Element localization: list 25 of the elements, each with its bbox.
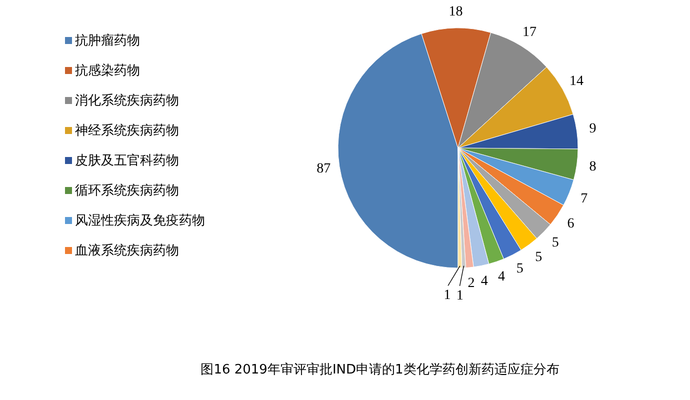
legend-label: 神经系统疾病药物 — [75, 124, 179, 138]
legend-label: 抗肿瘤药物 — [75, 32, 140, 48]
data-label: 9 — [589, 122, 596, 137]
data-label: 4 — [480, 274, 488, 289]
data-label: 5 — [552, 235, 559, 250]
legend-label: 循环系统疾病药物 — [75, 184, 179, 198]
text: 图16 2019年审评审批IND申请的1类化学药创新药适应症分布 — [200, 362, 560, 378]
legend-label: 风湿性疾病及免疫药物 — [75, 214, 205, 228]
data-label: 5 — [535, 250, 542, 266]
data-label: 2 — [468, 276, 475, 291]
data-label: 6 — [567, 216, 574, 232]
data-label: 5 — [516, 262, 524, 277]
data-label: 17 — [522, 24, 536, 40]
data-label: 1 — [444, 288, 451, 304]
legend-label: 皮肤及五官科药物 — [75, 152, 179, 168]
data-label: 87 — [316, 161, 331, 176]
data-label: 4 — [498, 269, 505, 284]
data-label: 1 — [456, 288, 464, 304]
data-label: 8 — [589, 159, 596, 174]
legend-label: 消化系统疾病药物 — [75, 94, 179, 108]
data-label: 14 — [570, 74, 584, 89]
legend-label: 抗感染药物 — [75, 64, 140, 78]
data-label: 18 — [448, 4, 463, 20]
data-label: 7 — [580, 191, 588, 206]
legend-label: 血液系统疾病药物 — [75, 244, 179, 258]
